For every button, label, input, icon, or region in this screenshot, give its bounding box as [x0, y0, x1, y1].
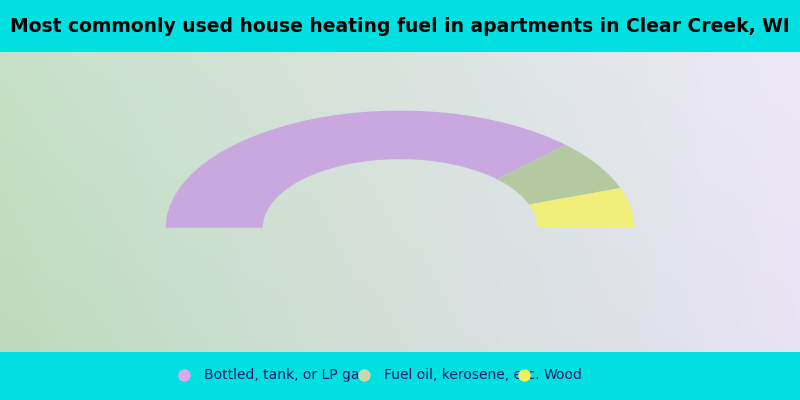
Text: Fuel oil, kerosene, etc.: Fuel oil, kerosene, etc.: [384, 368, 539, 382]
Text: Most commonly used house heating fuel in apartments in Clear Creek, WI: Most commonly used house heating fuel in…: [10, 16, 790, 36]
Wedge shape: [497, 145, 621, 204]
Text: Bottled, tank, or LP gas: Bottled, tank, or LP gas: [204, 368, 366, 382]
Wedge shape: [166, 110, 566, 228]
Wedge shape: [529, 188, 634, 228]
Text: Wood: Wood: [544, 368, 583, 382]
